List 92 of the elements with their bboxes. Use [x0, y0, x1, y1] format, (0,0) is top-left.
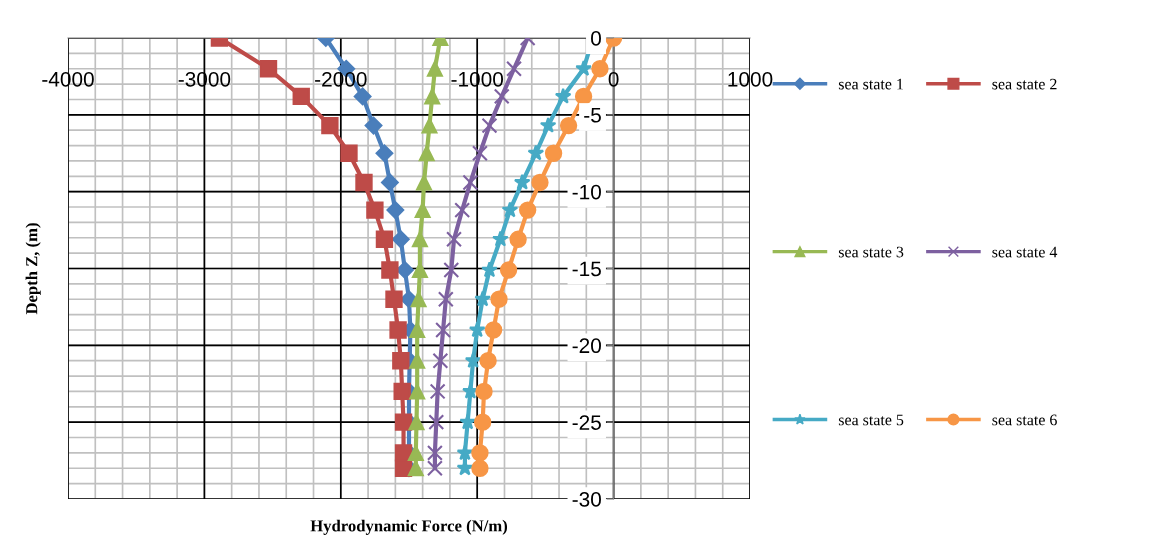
- point: [513, 173, 531, 190]
- point: [407, 460, 424, 477]
- point: [493, 88, 510, 105]
- point: [591, 60, 609, 78]
- point: [375, 144, 394, 163]
- point: [506, 60, 523, 77]
- point: [364, 116, 383, 135]
- point: [475, 382, 493, 401]
- point: [474, 290, 491, 307]
- point: [410, 291, 427, 308]
- point: [414, 202, 431, 219]
- point: [385, 290, 403, 308]
- point: [554, 87, 572, 104]
- point: [481, 117, 498, 134]
- point: [539, 116, 557, 133]
- point: [421, 117, 438, 134]
- point: [471, 145, 488, 162]
- point: [473, 413, 492, 431]
- point: [531, 173, 549, 192]
- legend-label: sea state 4: [992, 246, 1058, 258]
- point: [426, 460, 443, 477]
- point: [471, 444, 489, 462]
- point: [459, 413, 476, 430]
- point: [416, 174, 432, 191]
- x-tick-label: 0: [608, 71, 619, 87]
- point: [499, 261, 518, 279]
- point: [321, 116, 339, 135]
- point: [544, 144, 563, 162]
- point: [391, 230, 410, 249]
- legend-label: sea state 5: [838, 414, 904, 426]
- point: [393, 382, 411, 401]
- point: [559, 116, 578, 135]
- point: [509, 230, 527, 248]
- point: [355, 173, 373, 192]
- point: [381, 173, 399, 192]
- point: [432, 352, 449, 369]
- point: [375, 230, 394, 248]
- y-axis-title: Depth Z, (m): [25, 223, 41, 315]
- point: [429, 383, 446, 400]
- point: [381, 261, 399, 279]
- y-tick-label: -25: [572, 415, 601, 430]
- point: [428, 414, 445, 431]
- point: [424, 88, 441, 105]
- point: [454, 202, 471, 219]
- point: [392, 352, 410, 370]
- point: [389, 321, 407, 339]
- y-tick-label: -20: [572, 338, 601, 354]
- point: [462, 174, 479, 191]
- point: [366, 201, 384, 219]
- point: [479, 352, 497, 370]
- point: [292, 87, 310, 106]
- point: [481, 261, 498, 278]
- legend-label: sea state 3: [838, 246, 904, 258]
- y-tick-label: -10: [572, 184, 601, 200]
- legend-label: sea state 1: [838, 78, 903, 90]
- point: [409, 352, 426, 369]
- point: [464, 352, 482, 368]
- point: [426, 444, 443, 461]
- point: [518, 201, 537, 219]
- point: [446, 231, 462, 248]
- point: [490, 290, 508, 308]
- y-tick-label: -5: [584, 108, 601, 123]
- point: [409, 383, 426, 400]
- y-tick-label: -15: [572, 261, 601, 277]
- point: [437, 291, 454, 308]
- x-axis-title: Hydrodynamic Force (N/m): [310, 519, 508, 535]
- point: [409, 321, 426, 338]
- legend-label: sea state 2: [992, 78, 1057, 90]
- point: [396, 261, 414, 279]
- y-tick-label: 0: [591, 31, 601, 46]
- point: [386, 201, 405, 219]
- point: [501, 201, 519, 218]
- point: [353, 87, 372, 106]
- point: [435, 321, 452, 338]
- point: [259, 60, 278, 78]
- point: [471, 459, 489, 477]
- point: [426, 60, 443, 77]
- point: [418, 145, 435, 162]
- point: [484, 321, 503, 339]
- point: [456, 444, 474, 461]
- point: [411, 231, 428, 248]
- point: [340, 144, 358, 162]
- point: [492, 230, 509, 247]
- point: [468, 321, 486, 338]
- legend-label: sea state 6: [992, 414, 1057, 426]
- point: [443, 262, 460, 279]
- point: [575, 60, 592, 76]
- point: [408, 414, 425, 431]
- point: [394, 413, 413, 431]
- y-tick-label: -30: [572, 492, 601, 507]
- point: [574, 87, 593, 106]
- point: [527, 144, 545, 161]
